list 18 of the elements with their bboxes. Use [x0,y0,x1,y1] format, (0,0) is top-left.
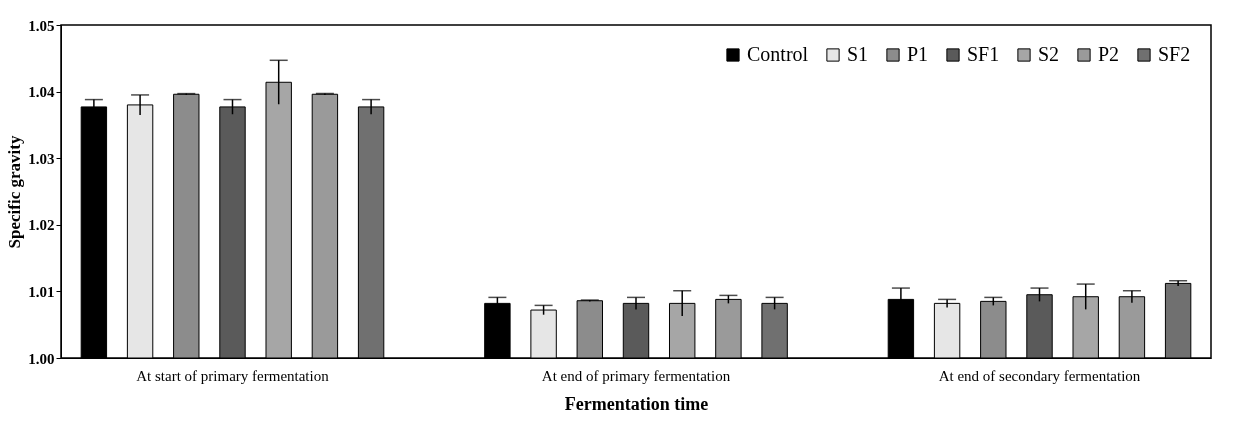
y-tick-label: 1.00 [28,350,55,367]
y-tick-label: 1.05 [28,17,55,34]
legend-label: P1 [907,43,929,65]
x-tick-label: At end of secondary fermentation [938,367,1141,384]
x-axis-title: Fermentation time [564,393,709,414]
legend-label: S1 [847,43,869,65]
y-tick-label: 1.01 [28,283,55,300]
y-axis-title: Specific gravity [5,135,25,249]
legend-label: SF1 [967,43,1000,65]
y-tick-label: 1.04 [28,84,55,101]
legend-label: Control [747,43,809,65]
y-tick-label: 1.02 [28,217,55,234]
legend-label: SF2 [1158,43,1191,65]
x-tick-label: At start of primary fermentation [136,367,330,384]
legend-label: S2 [1038,43,1060,65]
legend-label: P2 [1098,43,1120,65]
x-tick-label: At end of primary fermentation [541,367,731,384]
y-tick-label: 1.03 [28,150,55,167]
